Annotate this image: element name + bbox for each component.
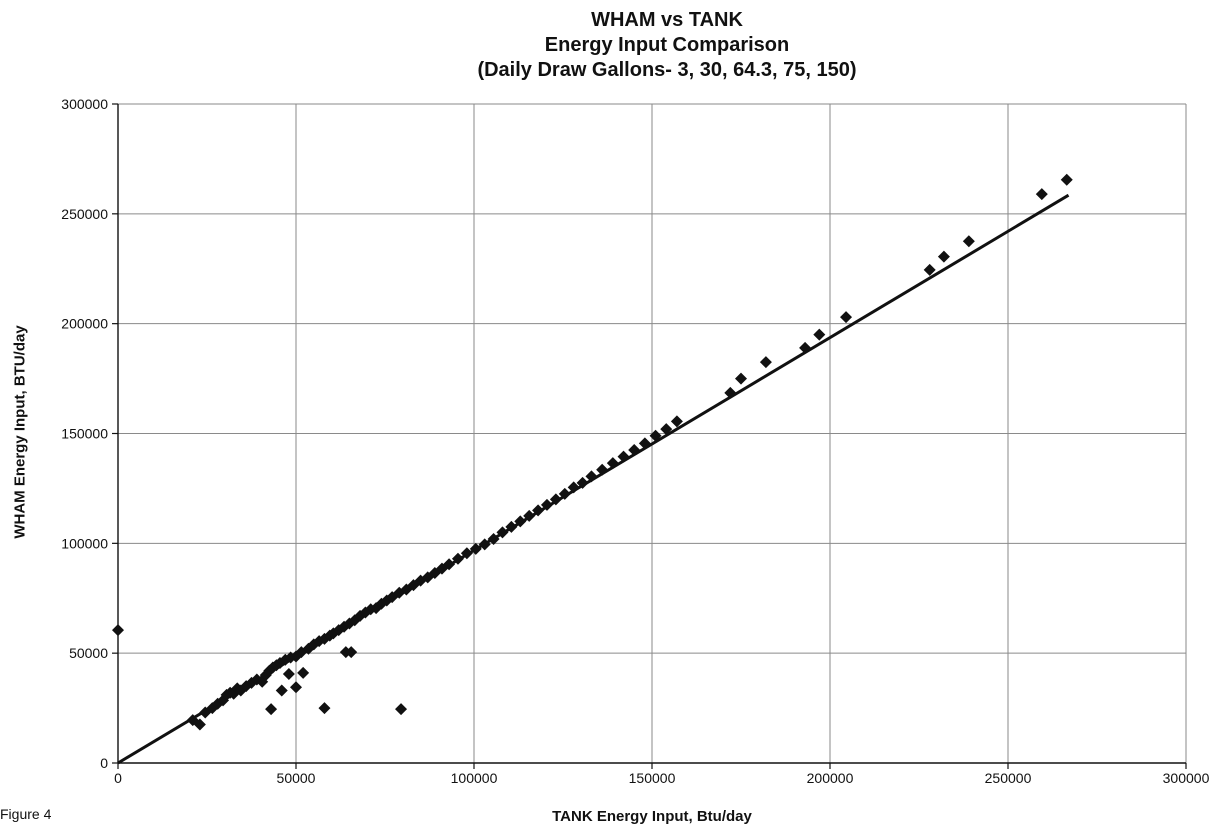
data-point bbox=[638, 437, 651, 450]
y-tick-label: 300000 bbox=[61, 96, 108, 112]
data-point bbox=[469, 542, 482, 555]
data-point bbox=[617, 450, 630, 463]
data-point bbox=[596, 463, 609, 476]
data-point bbox=[297, 666, 310, 679]
data-point bbox=[628, 443, 641, 456]
figure-caption: Figure 4 bbox=[0, 806, 52, 822]
axes bbox=[112, 103, 1187, 769]
data-point bbox=[649, 429, 662, 442]
data-point bbox=[193, 718, 206, 731]
data-point bbox=[532, 504, 545, 517]
data-point bbox=[265, 703, 278, 716]
data-point bbox=[443, 558, 456, 571]
data-point bbox=[840, 311, 853, 324]
y-tick-label: 200000 bbox=[61, 316, 108, 332]
chart-title-block: WHAM vs TANK Energy Input Comparison (Da… bbox=[0, 8, 1224, 83]
data-point bbox=[460, 547, 473, 560]
data-point bbox=[395, 703, 408, 716]
data-point bbox=[558, 487, 571, 500]
data-point bbox=[1035, 188, 1048, 201]
data-point bbox=[759, 356, 772, 369]
data-point bbox=[112, 624, 124, 637]
data-points bbox=[112, 173, 1073, 731]
data-point bbox=[799, 341, 812, 354]
x-tick-label: 100000 bbox=[451, 770, 498, 786]
data-point bbox=[345, 646, 358, 659]
x-tick-label: 200000 bbox=[807, 770, 854, 786]
data-point bbox=[282, 668, 295, 681]
data-point bbox=[451, 552, 464, 565]
data-point bbox=[318, 702, 331, 715]
data-point bbox=[478, 538, 491, 551]
x-tick-label: 0 bbox=[114, 770, 122, 786]
data-point bbox=[813, 328, 826, 341]
y-axis-title: WHAM Energy Input, BTU/day bbox=[11, 325, 29, 539]
chart-subtitle: Energy Input Comparison bbox=[544, 34, 790, 56]
data-point bbox=[606, 457, 619, 470]
x-tick-label: 50000 bbox=[277, 770, 316, 786]
data-point bbox=[923, 263, 936, 276]
y-tick-label: 0 bbox=[100, 755, 108, 771]
y-tick-label: 50000 bbox=[69, 645, 108, 661]
data-point bbox=[496, 526, 509, 539]
data-point bbox=[724, 386, 737, 399]
chart-subtitle-draw-gallons: (Daily Draw Gallons- 3, 30, 64.3, 75, 15… bbox=[477, 59, 857, 81]
data-point bbox=[540, 498, 553, 511]
data-point bbox=[505, 520, 518, 533]
data-point bbox=[660, 423, 673, 436]
x-tick-label: 250000 bbox=[985, 770, 1032, 786]
data-point bbox=[275, 684, 288, 697]
chart-title: WHAM vs TANK bbox=[591, 9, 743, 31]
data-point bbox=[576, 476, 589, 489]
x-axis-title: TANK Energy Input, Btu/day bbox=[552, 808, 752, 825]
data-point bbox=[735, 372, 747, 385]
data-point bbox=[514, 515, 527, 528]
data-point bbox=[962, 235, 975, 248]
data-point bbox=[585, 470, 598, 483]
data-point bbox=[567, 481, 580, 494]
y-tick-label: 150000 bbox=[61, 426, 108, 442]
data-point bbox=[523, 509, 536, 522]
x-tick-label: 300000 bbox=[1163, 770, 1210, 786]
x-tick-label: 150000 bbox=[629, 770, 676, 786]
tick-labels: 0 50000 100000 150000 200000 250000 300000 0 500… bbox=[61, 96, 1209, 786]
data-point bbox=[670, 415, 683, 428]
data-point bbox=[487, 532, 500, 545]
data-point bbox=[549, 493, 562, 506]
data-point bbox=[290, 681, 302, 694]
data-point bbox=[1060, 173, 1073, 186]
y-tick-label: 100000 bbox=[61, 535, 108, 551]
data-point bbox=[937, 250, 950, 263]
y-tick-label: 250000 bbox=[61, 206, 108, 222]
